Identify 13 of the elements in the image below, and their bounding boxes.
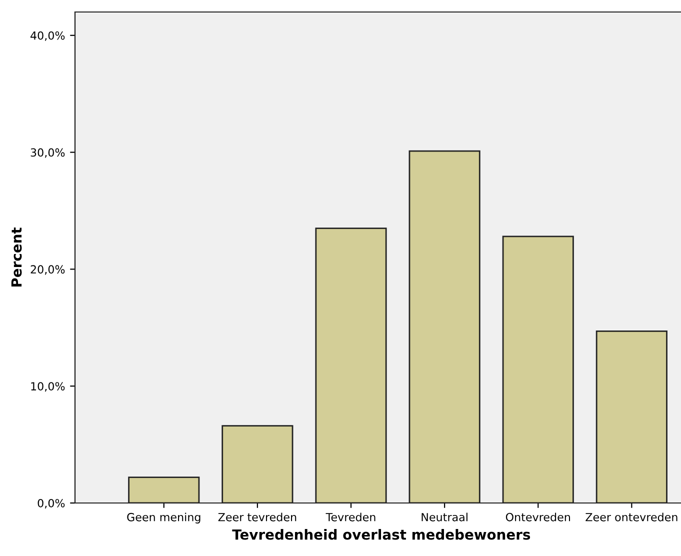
x-tick-label: Geen mening: [127, 512, 200, 524]
y-tick-label: 40,0%: [30, 31, 65, 41]
y-tick-label: 30,0%: [30, 148, 65, 158]
x-tick-label: Zeer ontevreden: [586, 512, 678, 522]
x-tick-label: Zeer tevreden: [218, 512, 296, 522]
y-tick-label: 20,0%: [30, 265, 65, 275]
y-axis-title: Percent: [11, 228, 22, 287]
x-axis-title: Tevredenheid overlast medebewoners: [232, 529, 530, 540]
x-tick-label: Neutraal: [422, 512, 468, 522]
x-tick-label: Ontevreden: [506, 512, 570, 522]
x-tick-label: Tevreden: [326, 512, 376, 522]
y-tick-label: 10,0%: [31, 382, 65, 392]
y-tick-label: 0,0%: [38, 498, 65, 509]
